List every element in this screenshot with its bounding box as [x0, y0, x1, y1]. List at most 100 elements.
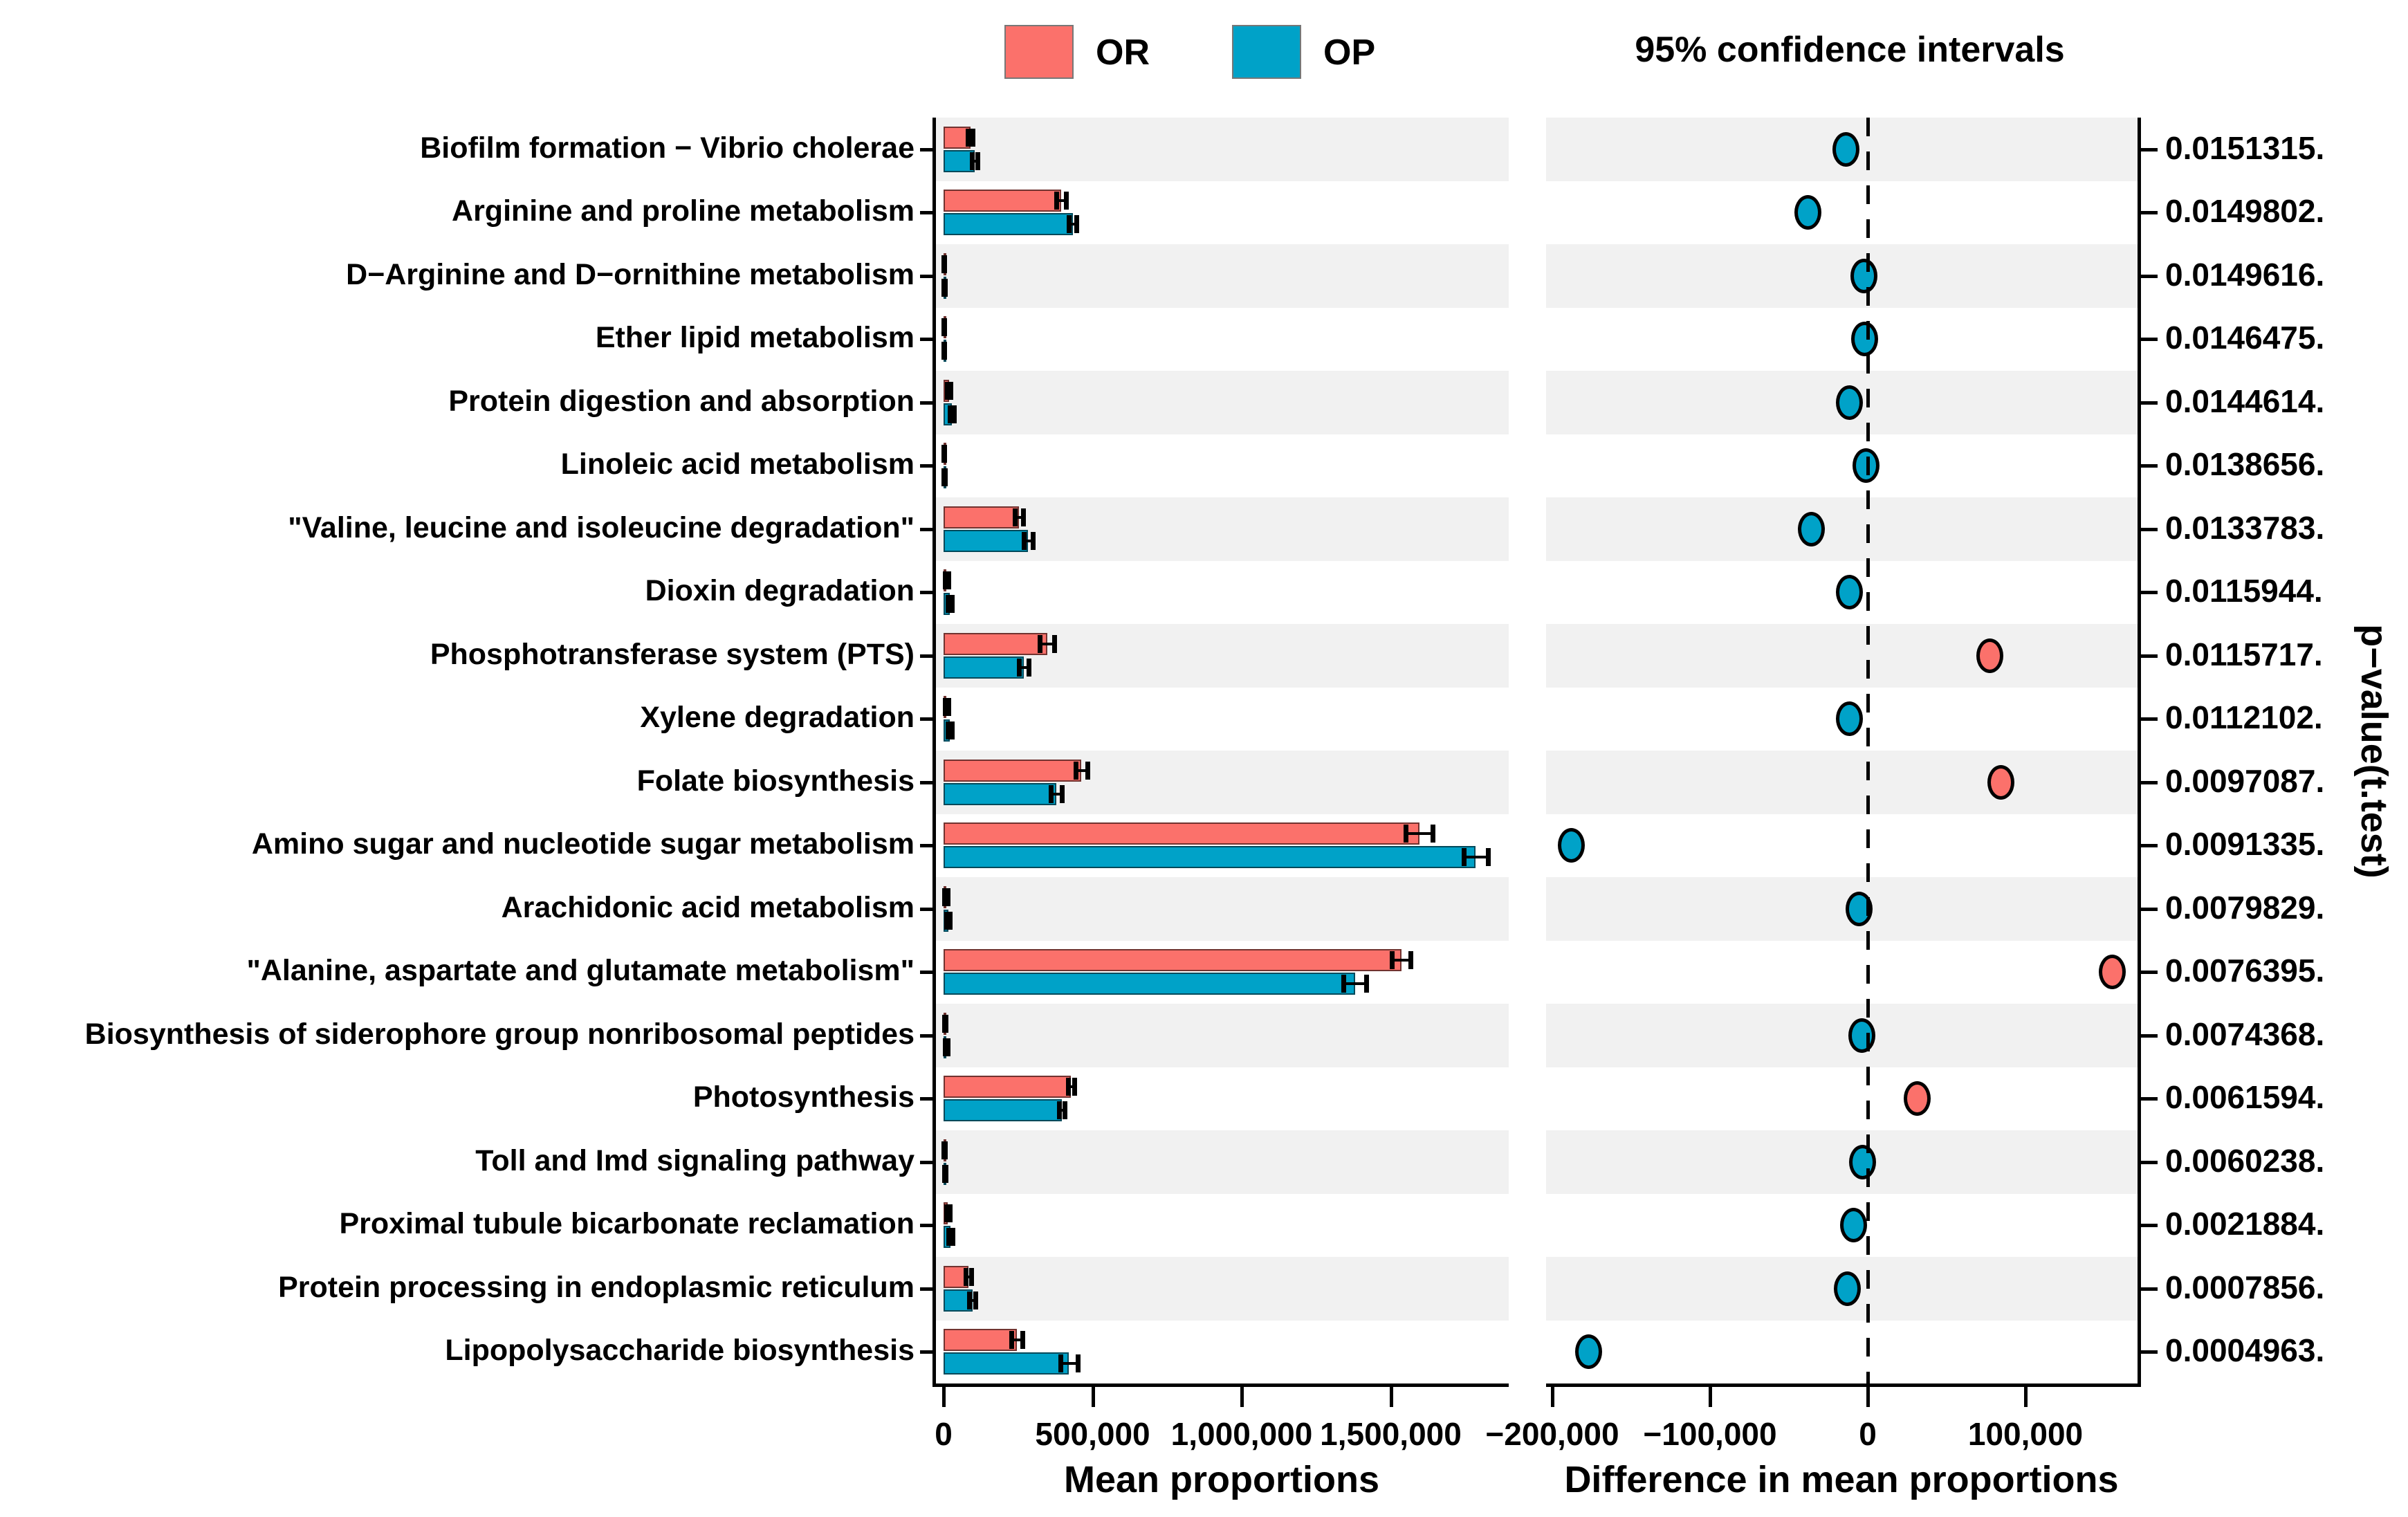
- or-error-bar-cap-right: [1020, 508, 1026, 526]
- left-axis-tick: [920, 464, 935, 468]
- pvalue-label: 0.0138656.: [2165, 446, 2325, 483]
- pvalue-label: 0.0074368.: [2165, 1015, 2325, 1052]
- diff-dot: [1976, 638, 2003, 673]
- pvalue-label: 0.0076395.: [2165, 953, 2325, 989]
- diff-dot: [1987, 764, 2014, 800]
- category-label: Toll and Imd signaling pathway: [475, 1143, 915, 1177]
- op-error-bar-cap-right: [1027, 658, 1032, 677]
- legend-op-swatch: [1232, 25, 1301, 79]
- or-error-bar: [1011, 1339, 1022, 1342]
- or-error-bar-cap-right: [971, 128, 976, 147]
- category-label: Biosynthesis of siderophore group nonrib…: [84, 1017, 915, 1051]
- left-x-tick-label: 0: [935, 1416, 953, 1452]
- pvalue-label: 0.0149802.: [2165, 193, 2325, 230]
- or-error-bar: [1406, 832, 1433, 836]
- diff-dot: [1834, 1271, 1862, 1306]
- pvalue-axis-tick: [2141, 1287, 2158, 1291]
- op-error-bar: [1050, 792, 1063, 796]
- op-error-bar-cap-right: [952, 405, 957, 423]
- category-label: Lipopolysaccharide biosynthesis: [445, 1334, 915, 1368]
- or-error-bar-cap-right: [1431, 825, 1436, 843]
- op-bar: [944, 782, 1056, 805]
- pvalue-label: 0.0097087.: [2165, 762, 2325, 799]
- op-error-bar-cap-right: [950, 1228, 956, 1247]
- op-error-bar-cap-left: [946, 1228, 952, 1247]
- op-error-bar-cap-right: [950, 721, 955, 740]
- pvalue-axis-tick: [2141, 401, 2158, 405]
- pvalue-label: 0.0007856.: [2165, 1269, 2325, 1305]
- row-stripe-left: [935, 244, 1509, 308]
- legend-or-swatch: [1004, 25, 1074, 79]
- or-error-bar-cap-right: [942, 1141, 948, 1159]
- pvalue-label: 0.0144614.: [2165, 383, 2325, 419]
- category-label: Biofilm formation − Vibrio cholerae: [420, 131, 915, 165]
- or-bar: [944, 1329, 1018, 1352]
- left-x-tick: [1389, 1383, 1393, 1407]
- op-error-bar-cap-left: [948, 405, 953, 423]
- or-error-bar-cap-left: [945, 381, 950, 400]
- op-error-bar-cap-right: [1060, 784, 1065, 803]
- pvalue-axis-tick: [2141, 844, 2158, 848]
- op-error-bar-cap-left: [944, 911, 950, 930]
- diff-dot: [1840, 1208, 1868, 1243]
- diff-dot: [1558, 828, 1586, 863]
- op-error-bar-cap-left: [1021, 531, 1027, 550]
- pvalue-label: 0.0079829.: [2165, 889, 2325, 926]
- op-error-bar-cap-right: [1074, 215, 1079, 234]
- or-error-bar-cap-right: [948, 381, 954, 400]
- right-x-tick: [1866, 1383, 1870, 1407]
- left-axis-tick: [920, 971, 935, 975]
- category-label: Photosynthesis: [692, 1081, 915, 1114]
- category-label: Proximal tubule bicarbonate reclamation: [339, 1207, 915, 1241]
- left-axis-tick: [920, 1224, 935, 1228]
- or-error-bar-cap-right: [1063, 192, 1069, 210]
- op-error-bar-cap-left: [1462, 848, 1467, 867]
- op-bar: [944, 213, 1073, 236]
- or-bar: [944, 506, 1019, 528]
- or-error-bar-cap-left: [1009, 1331, 1015, 1350]
- left-axis-tick: [920, 274, 935, 278]
- category-label: "Alanine, aspartate and glutamate metabo…: [246, 954, 915, 988]
- or-error-bar-cap-left: [942, 888, 948, 906]
- or-error-bar-cap-right: [1072, 1078, 1077, 1096]
- right-x-tick: [2024, 1383, 2028, 1407]
- op-error-bar-cap-left: [1058, 1354, 1063, 1373]
- diff-dot: [1851, 322, 1879, 357]
- or-bar: [944, 759, 1082, 782]
- row-stripe-right: [1546, 244, 2138, 308]
- pvalue-label: 0.0091335.: [2165, 826, 2325, 863]
- or-error-bar-cap-left: [1389, 951, 1395, 970]
- diff-dot: [2099, 955, 2126, 990]
- or-error-bar-cap-right: [942, 255, 948, 273]
- diff-dot: [1835, 385, 1863, 420]
- op-error-bar-cap-left: [946, 595, 951, 614]
- op-error-bar-cap-right: [1076, 1354, 1081, 1373]
- or-error-bar: [1014, 515, 1023, 519]
- legend-op-label: OP: [1323, 33, 1376, 73]
- pvalue-label: 0.0115944.: [2165, 573, 2323, 609]
- or-error-bar-cap-left: [1038, 634, 1043, 653]
- op-error-bar: [1019, 665, 1029, 669]
- or-error-bar-cap-left: [944, 1204, 949, 1223]
- category-label: Protein digestion and absorption: [448, 384, 915, 418]
- diff-dot: [1903, 1081, 1931, 1116]
- diff-dot: [1575, 1334, 1603, 1370]
- diff-dot: [1797, 511, 1825, 546]
- op-bar: [944, 1099, 1063, 1122]
- or-error-bar-cap-right: [1408, 951, 1414, 970]
- or-error-bar-cap-right: [946, 698, 951, 717]
- right-x-tick: [1709, 1383, 1712, 1407]
- op-bar: [944, 1352, 1069, 1375]
- or-bar: [944, 822, 1419, 845]
- pvalue-axis-tick: [2141, 780, 2158, 784]
- or-error-bar-cap-left: [942, 698, 948, 717]
- right-panel-x-axis: [1546, 1383, 2141, 1387]
- left-axis-tick: [920, 1160, 935, 1164]
- pvalue-axis-tick: [2141, 591, 2158, 595]
- op-bar: [944, 656, 1024, 679]
- or-error-bar-cap-right: [946, 571, 951, 590]
- pvalue-label: 0.0133783.: [2165, 509, 2325, 546]
- right-x-tick-label: 0: [1859, 1416, 1877, 1452]
- left-axis-tick: [920, 844, 935, 848]
